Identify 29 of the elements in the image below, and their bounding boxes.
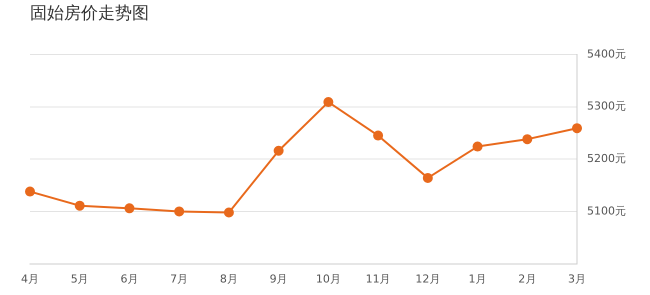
point [124, 203, 134, 214]
x-tick-label: 4月 [21, 272, 39, 286]
x-tick-label: 12月 [415, 272, 440, 286]
point [74, 200, 85, 211]
point [572, 123, 582, 134]
x-tick-label: 8月 [220, 272, 238, 286]
x-tick-label: 9月 [270, 272, 288, 286]
y-tick-label: 5200元 [587, 152, 626, 165]
point [274, 146, 284, 156]
x-tick-label: 1月 [468, 272, 487, 286]
chart-title: 固始房价走势图 [30, 4, 149, 24]
point [224, 207, 234, 218]
point [522, 134, 532, 144]
point [323, 97, 334, 108]
x-tick-label: 3月 [568, 272, 586, 286]
x-tick-label: 7月 [170, 272, 188, 286]
x-tick-label: 10月 [316, 272, 341, 286]
point [422, 172, 433, 183]
point [472, 142, 483, 152]
point [25, 186, 35, 197]
x-tick-label: 5月 [70, 272, 89, 286]
y-tick-label: 5300元 [587, 100, 626, 113]
point [174, 206, 184, 216]
x-tick-label: 11月 [366, 272, 391, 286]
x-tick-label: 6月 [120, 272, 138, 286]
y-tick-label: 5400元 [587, 47, 626, 60]
x-tick-label: 2月 [518, 272, 536, 286]
point [373, 130, 384, 141]
y-tick-label: 5100元 [587, 204, 626, 218]
